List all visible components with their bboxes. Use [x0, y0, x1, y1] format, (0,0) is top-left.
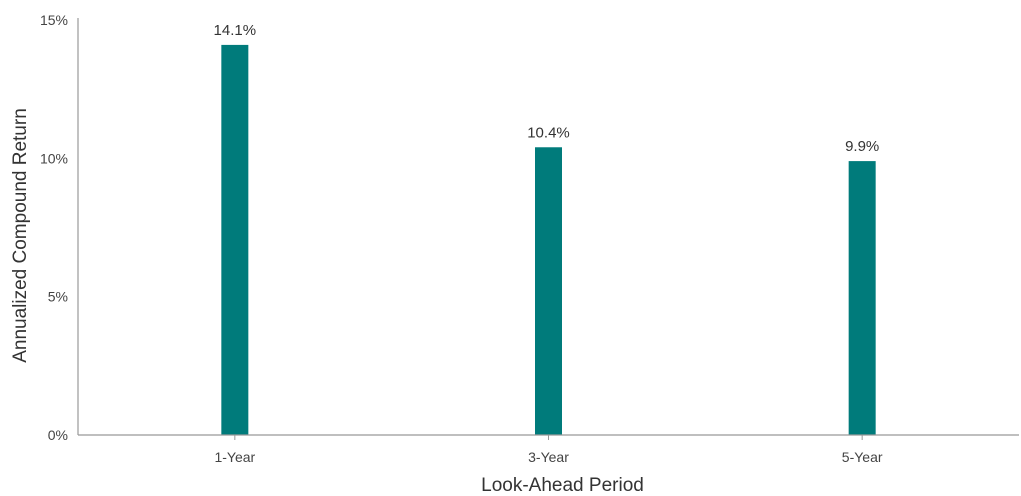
- bars: [221, 44, 876, 436]
- y-tick-label: 15%: [40, 12, 68, 28]
- data-labels: 14.1% 10.4% 9.9%: [214, 22, 880, 155]
- y-tick-label: 5%: [48, 289, 68, 305]
- bar-value-label: 10.4%: [527, 124, 570, 141]
- bar: [221, 44, 249, 436]
- y-axis-title: Annualized Compound Return: [10, 108, 31, 363]
- x-tick-label: 5-Year: [842, 449, 883, 465]
- bar: [535, 147, 562, 435]
- bar-value-label: 9.9%: [845, 138, 879, 155]
- x-tick-label: 1-Year: [214, 449, 255, 465]
- x-axis-ticks: 1-Year 3-Year 5-Year: [214, 435, 883, 465]
- x-axis-title: Look-Ahead Period: [481, 475, 644, 496]
- y-axis-ticks: 0% 5% 10% 15%: [40, 12, 68, 443]
- bar-value-label: 14.1%: [214, 22, 257, 39]
- x-tick-label: 3-Year: [528, 449, 569, 465]
- y-tick-label: 0%: [48, 427, 68, 443]
- y-tick-label: 10%: [40, 150, 68, 166]
- bar: [848, 161, 876, 435]
